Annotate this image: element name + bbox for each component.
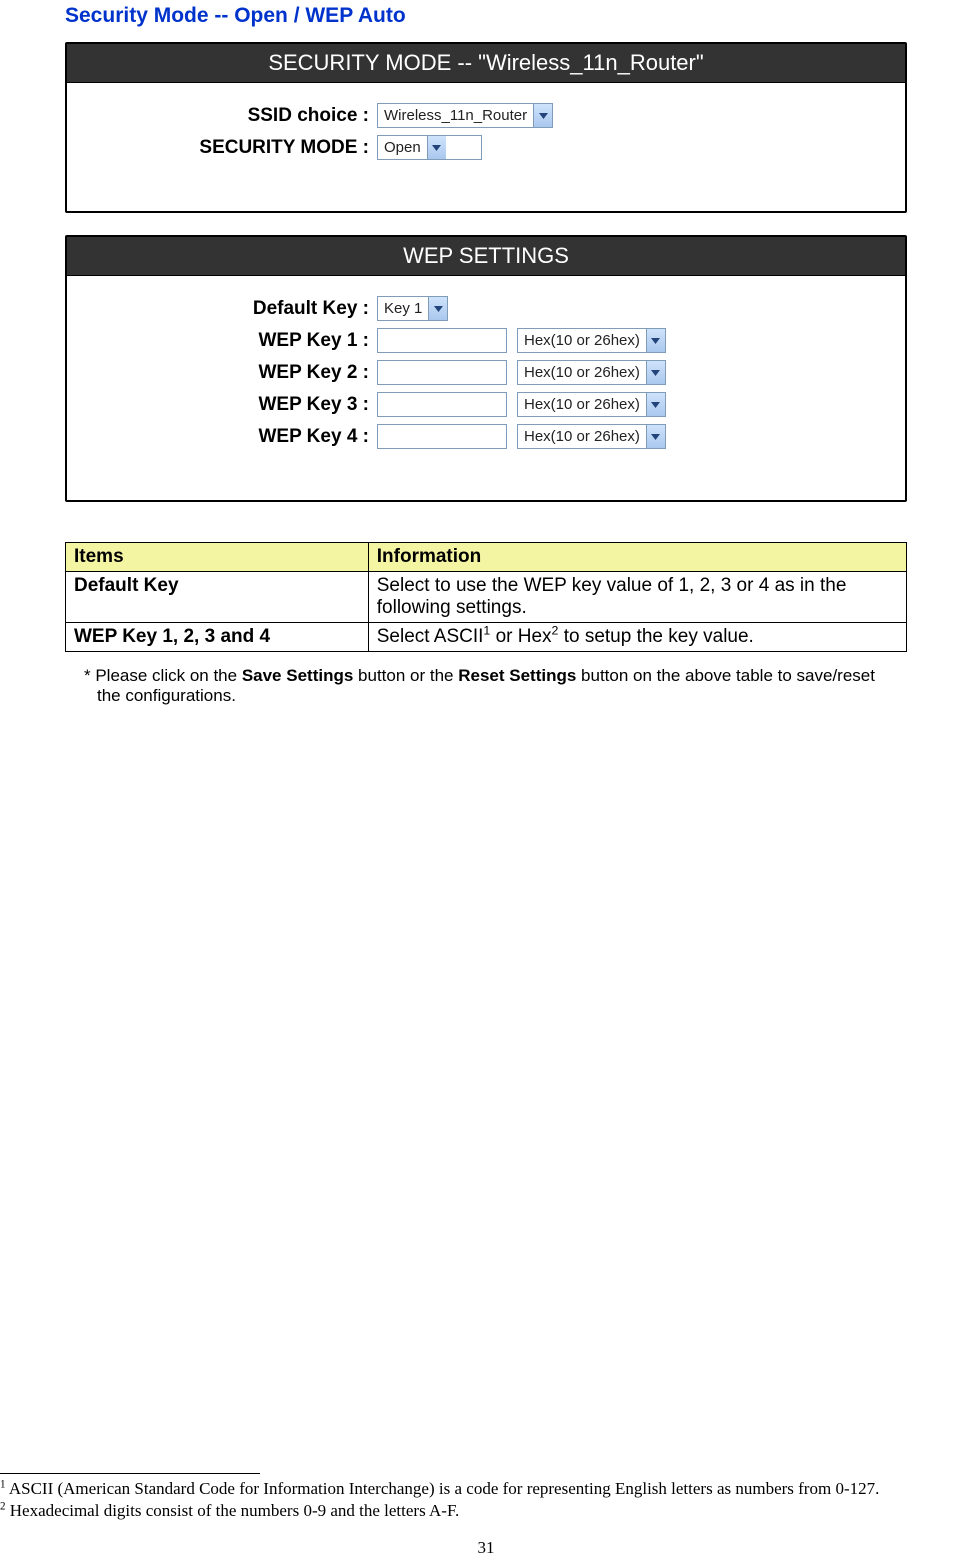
wep-key-4-format-select[interactable]: Hex(10 or 26hex) xyxy=(517,424,666,449)
wep-key-1-format-select[interactable]: Hex(10 or 26hex) xyxy=(517,328,666,353)
chevron-down-icon xyxy=(646,329,665,352)
table-row: WEP Key 1, 2, 3 and 4 Select ASCII1 or H… xyxy=(66,623,907,652)
footnote-1: 1 ASCII (American Standard Code for Info… xyxy=(0,1478,972,1499)
chevron-down-icon xyxy=(646,393,665,416)
footnote-1-text: ASCII (American Standard Code for Inform… xyxy=(6,1479,880,1498)
wep-settings-panel-header: WEP SETTINGS xyxy=(67,237,905,276)
wep-key-2-format-value: Hex(10 or 26hex) xyxy=(518,364,646,381)
wep-key-4-input[interactable] xyxy=(377,424,507,449)
wep-key-3-label: WEP Key 3 : xyxy=(97,394,377,416)
wep-key-2-label: WEP Key 2 : xyxy=(97,362,377,384)
info-default-key: Select to use the WEP key value of 1, 2,… xyxy=(368,572,906,623)
wep-settings-panel: WEP SETTINGS Default Key :Key 1WEP Key 1… xyxy=(65,235,907,502)
footnote-2: 2 Hexadecimal digits consist of the numb… xyxy=(0,1500,972,1521)
save-settings-label: Save Settings xyxy=(242,666,354,685)
security-mode-value: Open xyxy=(378,139,427,156)
note-text: button or the xyxy=(353,666,458,685)
wep-key-1-label: WEP Key 1 : xyxy=(97,330,377,352)
chevron-down-icon xyxy=(427,136,446,159)
chevron-down-icon xyxy=(533,104,552,127)
wep-key-2-format-select[interactable]: Hex(10 or 26hex) xyxy=(517,360,666,385)
chevron-down-icon xyxy=(646,425,665,448)
wep-key-4-label: WEP Key 4 : xyxy=(97,426,377,448)
info-text: or Hex xyxy=(490,626,551,647)
chevron-down-icon xyxy=(646,361,665,384)
default-key-label: Default Key : xyxy=(97,298,377,320)
item-wep-keys: WEP Key 1, 2, 3 and 4 xyxy=(66,623,369,652)
security-mode-panel-header: SECURITY MODE -- "Wireless_11n_Router" xyxy=(67,44,905,83)
table-row: Default Key Select to use the WEP key va… xyxy=(66,572,907,623)
default-key-select[interactable]: Key 1 xyxy=(377,296,448,321)
items-table: Items Information Default Key Select to … xyxy=(65,542,907,652)
wep-key-1-input[interactable] xyxy=(377,328,507,353)
reset-settings-label: Reset Settings xyxy=(458,666,576,685)
info-text: to setup the key value. xyxy=(558,626,753,647)
wep-key-4-format-value: Hex(10 or 26hex) xyxy=(518,428,646,445)
security-mode-label: SECURITY MODE : xyxy=(97,137,377,159)
footnotes: 1 ASCII (American Standard Code for Info… xyxy=(0,1473,972,1523)
section-title: Security Mode -- Open / WEP Auto xyxy=(65,4,907,28)
ssid-choice-label: SSID choice : xyxy=(97,105,377,127)
ssid-choice-value: Wireless_11n_Router xyxy=(378,107,533,124)
footnote-2-text: Hexadecimal digits consist of the number… xyxy=(6,1501,460,1520)
information-col-header: Information xyxy=(368,543,906,572)
info-text: Select ASCII xyxy=(377,626,484,647)
security-mode-panel: SECURITY MODE -- "Wireless_11n_Router" S… xyxy=(65,42,907,213)
default-key-value: Key 1 xyxy=(378,300,428,317)
chevron-down-icon xyxy=(428,297,447,320)
wep-key-2-input[interactable] xyxy=(377,360,507,385)
page-number: 31 xyxy=(0,1538,972,1558)
ssid-choice-select[interactable]: Wireless_11n_Router xyxy=(377,103,553,128)
wep-key-3-input[interactable] xyxy=(377,392,507,417)
info-wep-keys: Select ASCII1 or Hex2 to setup the key v… xyxy=(368,623,906,652)
note-text: * Please click on the xyxy=(84,666,242,685)
security-mode-select[interactable]: Open xyxy=(377,135,482,160)
items-col-header: Items xyxy=(66,543,369,572)
wep-key-3-format-select[interactable]: Hex(10 or 26hex) xyxy=(517,392,666,417)
item-default-key: Default Key xyxy=(66,572,369,623)
wep-key-1-format-value: Hex(10 or 26hex) xyxy=(518,332,646,349)
wep-key-3-format-value: Hex(10 or 26hex) xyxy=(518,396,646,413)
save-reset-note: * Please click on the Save Settings butt… xyxy=(65,666,907,706)
